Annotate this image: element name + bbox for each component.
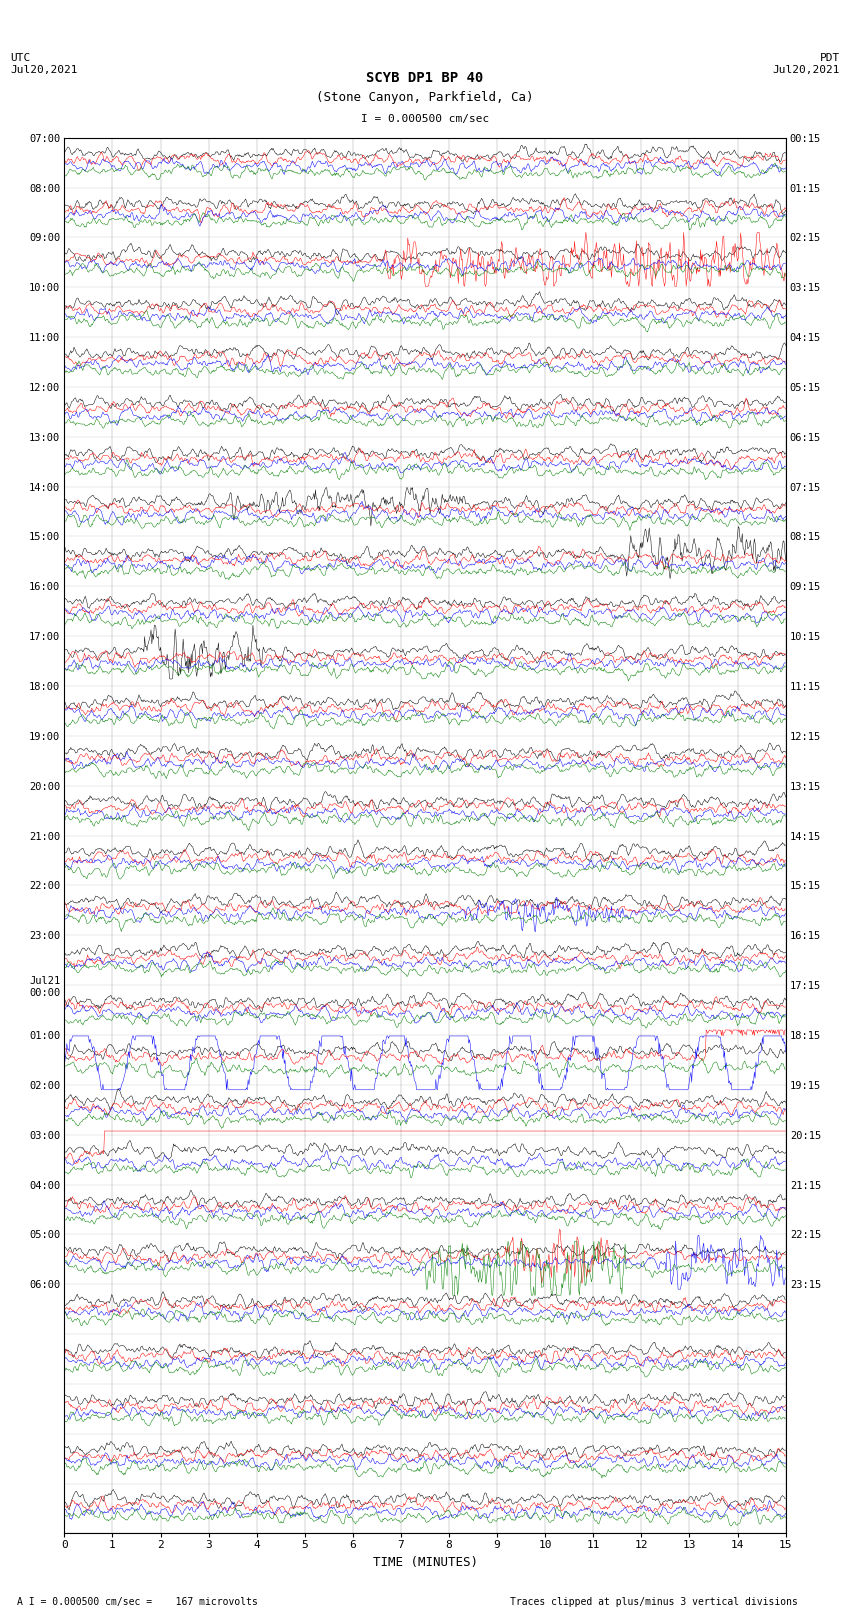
Text: A I = 0.000500 cm/sec =    167 microvolts: A I = 0.000500 cm/sec = 167 microvolts bbox=[17, 1597, 258, 1607]
Text: (Stone Canyon, Parkfield, Ca): (Stone Canyon, Parkfield, Ca) bbox=[316, 92, 534, 105]
X-axis label: TIME (MINUTES): TIME (MINUTES) bbox=[372, 1557, 478, 1569]
Text: UTC
Jul20,2021: UTC Jul20,2021 bbox=[10, 53, 78, 74]
Text: Traces clipped at plus/minus 3 vertical divisions: Traces clipped at plus/minus 3 vertical … bbox=[510, 1597, 798, 1607]
Text: SCYB DP1 BP 40: SCYB DP1 BP 40 bbox=[366, 71, 484, 84]
Text: PDT
Jul20,2021: PDT Jul20,2021 bbox=[772, 53, 840, 74]
Text: I = 0.000500 cm/sec: I = 0.000500 cm/sec bbox=[361, 113, 489, 124]
